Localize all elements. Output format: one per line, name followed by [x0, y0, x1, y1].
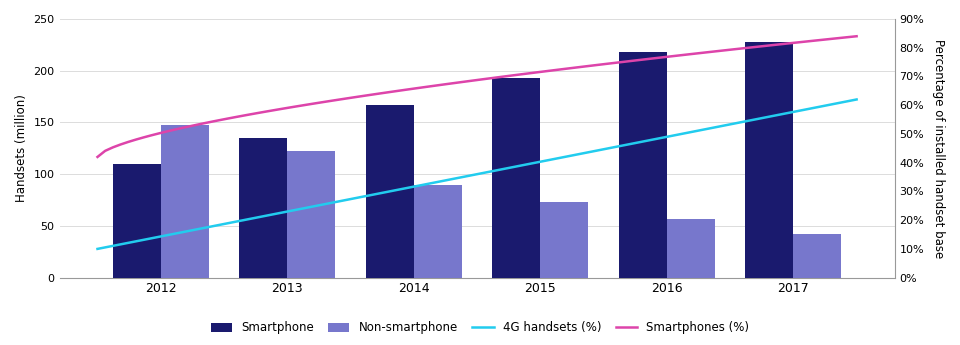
Bar: [239, 138, 287, 278]
Bar: [540, 202, 588, 278]
Smartphones (%): [812, 38, 824, 42]
Bar: [414, 185, 462, 278]
Bar: [287, 151, 335, 278]
Smartphones (%): [483, 77, 494, 81]
Line: Smartphones (%): Smartphones (%): [98, 36, 856, 157]
Y-axis label: Percentage of installed handset base: Percentage of installed handset base: [932, 39, 945, 258]
Bar: [619, 52, 667, 278]
Bar: [667, 219, 715, 278]
Legend: Smartphone, Non-smartphone, 4G handsets (%), Smartphones (%): Smartphone, Non-smartphone, 4G handsets …: [205, 317, 755, 339]
Smartphones (%): [268, 108, 279, 112]
Bar: [745, 42, 793, 278]
Line: 4G handsets (%): 4G handsets (%): [98, 99, 856, 249]
Smartphones (%): [789, 41, 801, 45]
4G handsets (%): [483, 170, 494, 174]
Bar: [492, 78, 540, 278]
Smartphones (%): [92, 155, 104, 159]
Bar: [366, 105, 414, 278]
Bar: [793, 234, 841, 278]
4G handsets (%): [851, 97, 862, 101]
Bar: [112, 164, 160, 278]
Y-axis label: Handsets (million): Handsets (million): [15, 95, 28, 202]
4G handsets (%): [789, 109, 801, 114]
Smartphones (%): [544, 69, 556, 73]
Smartphones (%): [851, 34, 862, 38]
4G handsets (%): [237, 218, 249, 222]
Smartphones (%): [237, 114, 249, 118]
Bar: [160, 125, 209, 278]
4G handsets (%): [544, 158, 556, 162]
4G handsets (%): [268, 212, 279, 216]
4G handsets (%): [812, 105, 824, 109]
4G handsets (%): [92, 247, 104, 251]
